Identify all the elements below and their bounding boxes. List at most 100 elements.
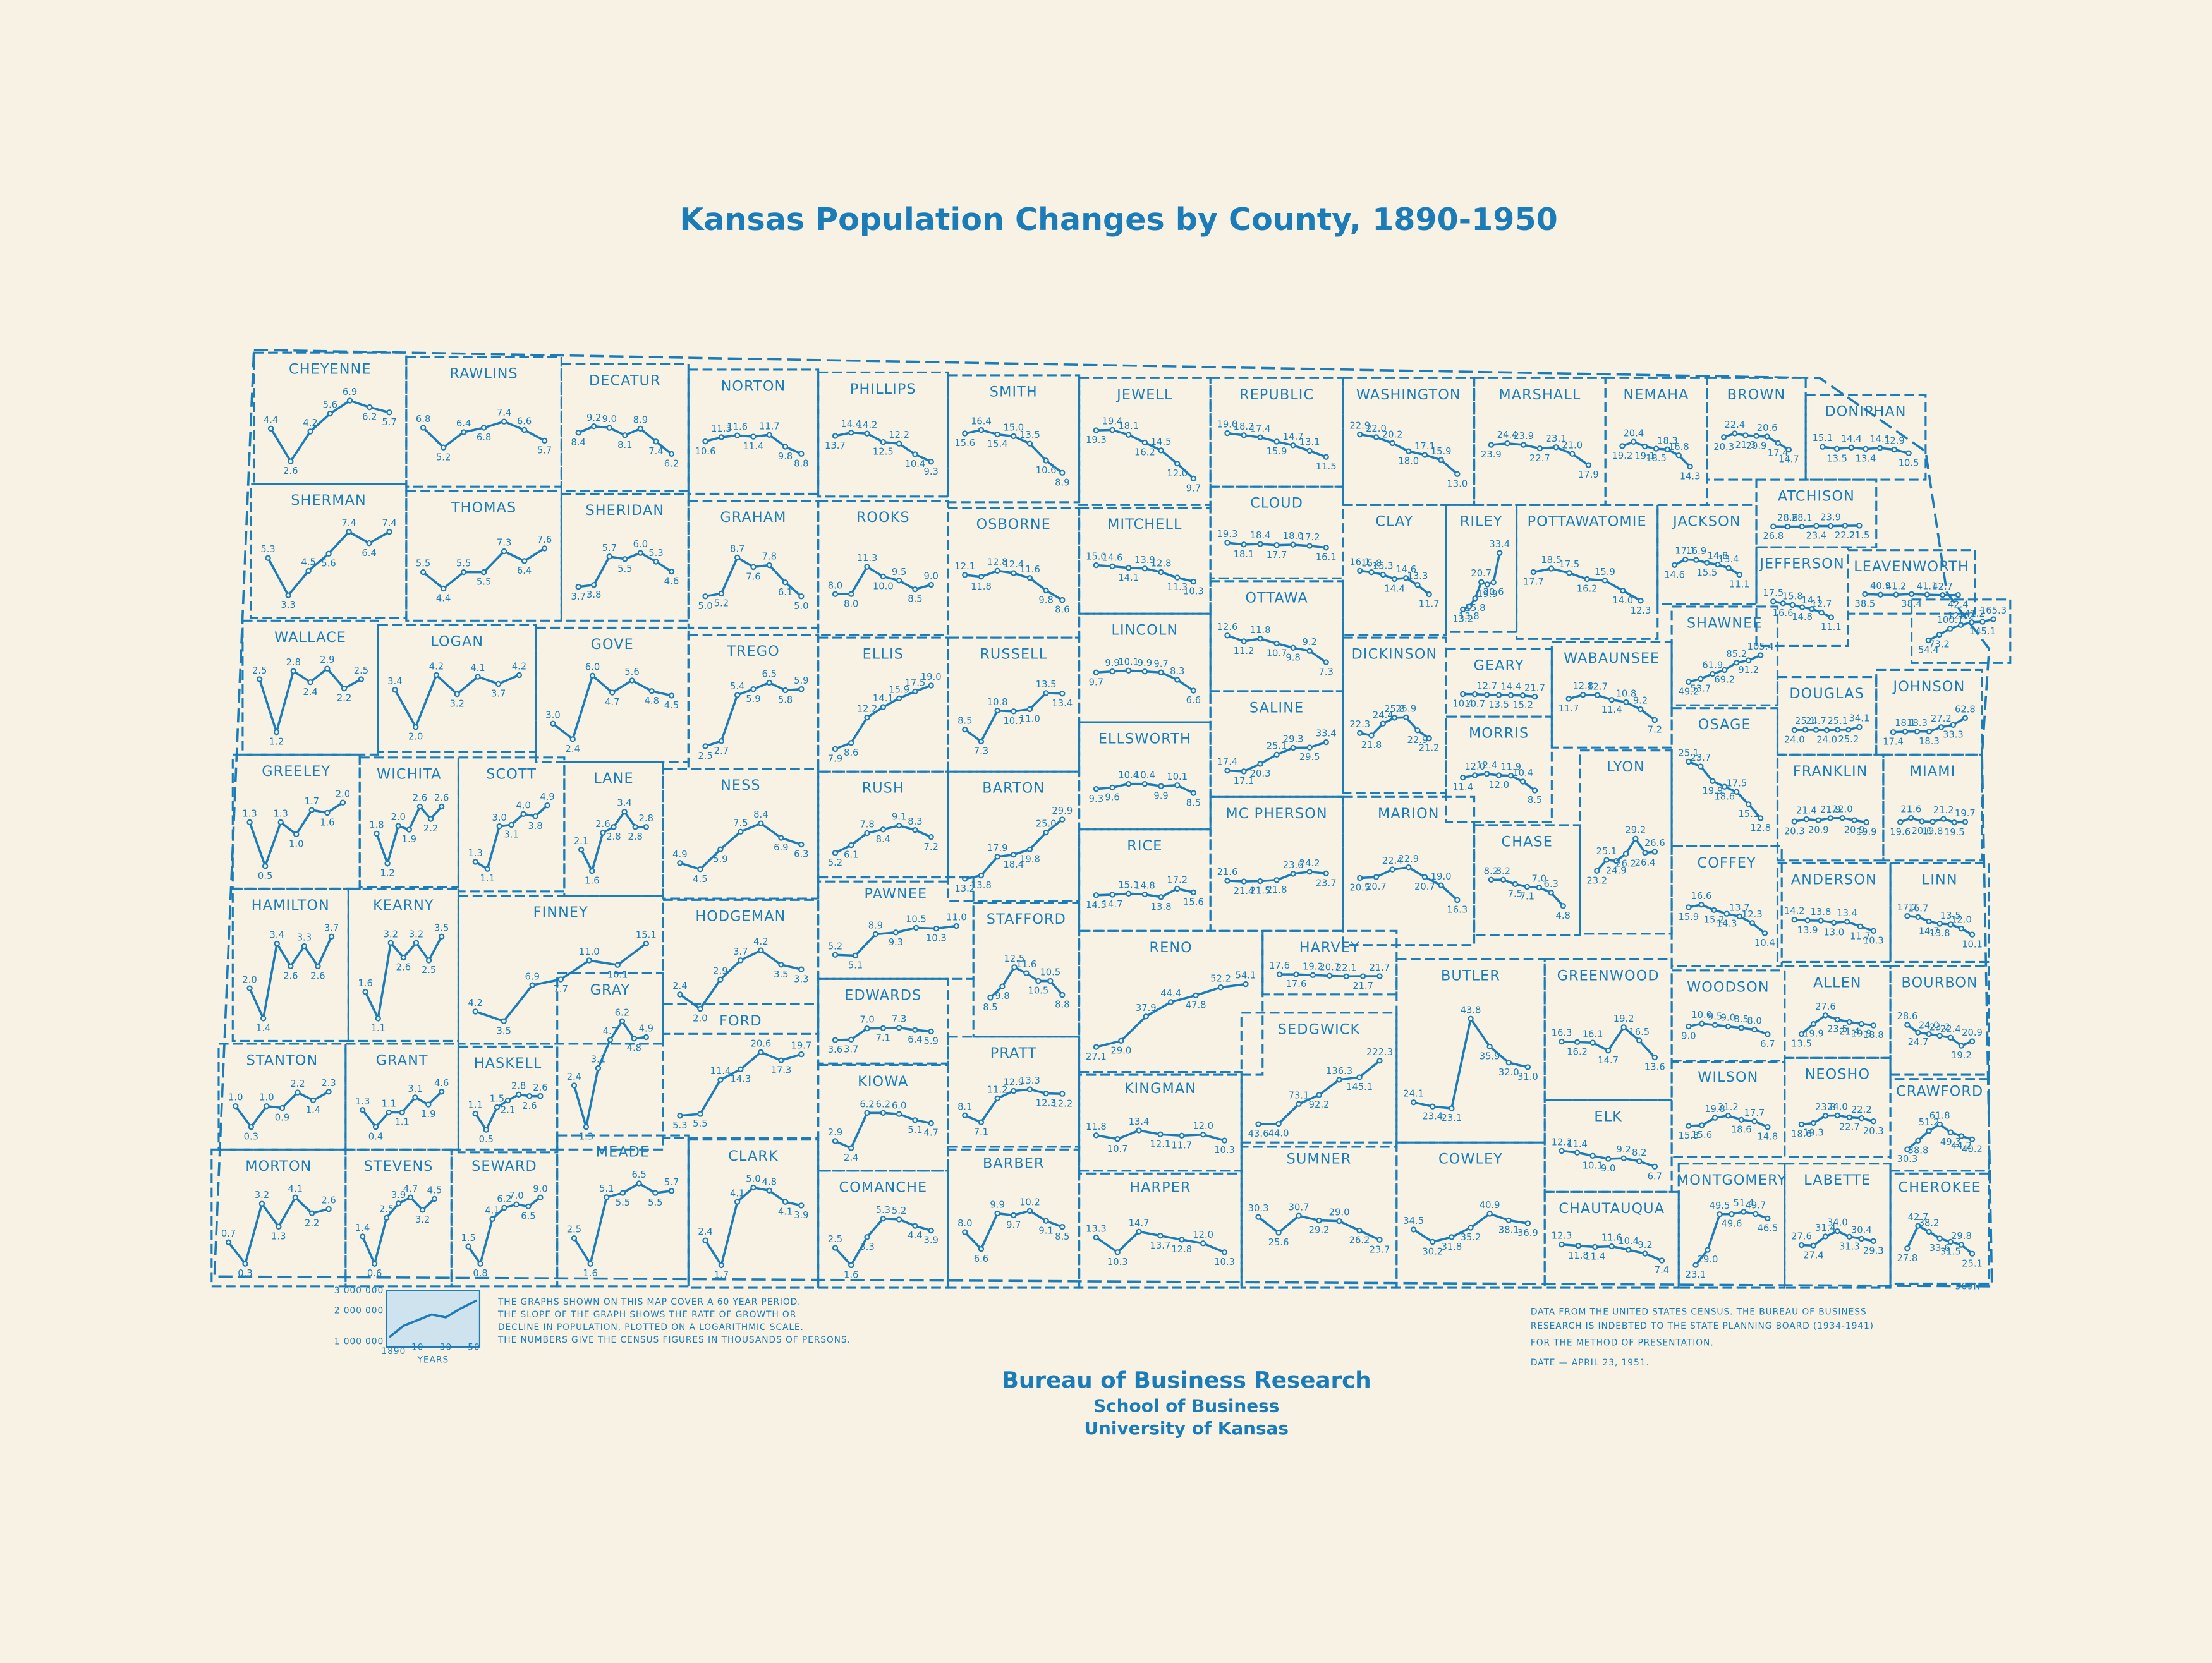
population-point [1531, 693, 1538, 700]
population-label: 8.5 [1528, 795, 1542, 806]
population-label: 4.5 [301, 557, 315, 568]
population-point [896, 578, 902, 584]
population-point [677, 860, 683, 866]
population-point [1828, 614, 1835, 620]
population-label: 3.1 [408, 1084, 422, 1094]
population-label: 5.2 [828, 857, 842, 868]
county-name: PHILLIPS [850, 381, 916, 397]
population-point [1813, 523, 1820, 529]
population-point [1608, 696, 1615, 703]
population-point [1059, 469, 1066, 476]
population-point [1190, 475, 1197, 481]
population-label: 7.2 [924, 842, 939, 852]
population-point [1043, 829, 1049, 836]
population-point [1359, 973, 1366, 979]
population-point [1915, 1223, 1921, 1229]
population-label: 20.3 [1863, 1126, 1884, 1137]
population-point [1023, 970, 1030, 976]
county-name: GOVE [591, 636, 634, 653]
population-label: 21.0 [1562, 440, 1583, 451]
population-label: 9.8 [778, 451, 793, 462]
population-label: 20.3 [1784, 826, 1805, 837]
population-label: 3.0 [492, 813, 506, 823]
population-point [1126, 565, 1132, 571]
population-point [1026, 440, 1033, 447]
population-label: 4.1 [730, 1188, 744, 1199]
population-label: 14.2 [1784, 906, 1805, 917]
population-label: 0.7 [221, 1228, 236, 1239]
population-point [1631, 438, 1637, 445]
population-point [532, 813, 538, 819]
population-label: 5.7 [602, 543, 617, 553]
population-label: 6.4 [908, 1034, 922, 1045]
population-point [1651, 1054, 1658, 1061]
population-label: 13.0 [1447, 478, 1468, 489]
population-label: 2.1 [574, 836, 588, 847]
population-label: 9.5 [1708, 1011, 1722, 1022]
population-point [1290, 871, 1296, 877]
population-point [1174, 782, 1181, 789]
population-point [257, 676, 263, 682]
population-point [1141, 780, 1148, 787]
population-label: 145.1 [1346, 1082, 1373, 1092]
population-label: 14.7 [1102, 899, 1123, 910]
population-label: 13.2 [1452, 614, 1473, 625]
population-point [1221, 1249, 1228, 1255]
population-point [928, 581, 934, 588]
county-name: POTTAWATOMIE [1528, 514, 1647, 530]
population-label: 15.3 [1373, 560, 1394, 571]
population-label: 15.5 [1697, 567, 1718, 578]
county-boundary [687, 1139, 820, 1289]
population-label: 13.1 [1299, 437, 1320, 447]
population-label: 14.6 [1664, 569, 1685, 580]
population-point [636, 1180, 642, 1187]
population-point [242, 1261, 248, 1267]
population-point [359, 1233, 366, 1240]
county-name: NESS [720, 777, 761, 794]
population-point [395, 1200, 402, 1207]
population-label: 3.4 [270, 930, 284, 941]
population-label: 24.9 [1606, 866, 1627, 876]
population-label: 8.4 [571, 437, 585, 448]
population-label: 13.7 [825, 440, 846, 451]
population-point [1839, 814, 1845, 821]
population-point [653, 438, 659, 445]
county-name: COFFEY [1698, 855, 1756, 871]
population-label: 12.0 [1193, 1121, 1213, 1132]
population-label: 11.6 [1601, 1233, 1622, 1243]
population-point [233, 1103, 239, 1110]
publisher-name: Bureau of Business Research [1002, 1368, 1371, 1394]
population-label: 5.9 [746, 694, 760, 705]
population-point [848, 740, 854, 746]
population-label: 1.1 [394, 1117, 409, 1128]
population-label: 11.6 [727, 421, 748, 432]
population-point [1224, 632, 1231, 639]
population-point [912, 1223, 918, 1229]
county-boundary [250, 483, 408, 619]
population-label: 2.2 [305, 1218, 319, 1228]
population-label: 7.3 [974, 746, 988, 757]
population-point [1958, 1043, 1965, 1049]
population-point [1504, 440, 1510, 447]
population-point [1565, 696, 1572, 702]
population-point [896, 440, 902, 447]
population-point [324, 809, 331, 816]
population-label: 24.2 [1299, 858, 1320, 869]
population-point [425, 1101, 432, 1108]
population-label: 1.2 [269, 737, 284, 747]
population-label: 0.6 [367, 1268, 382, 1279]
population-point [621, 808, 628, 815]
population-point [1356, 1074, 1363, 1080]
population-label: 22.4 [1382, 856, 1403, 866]
population-point [1243, 981, 1249, 988]
population-point [798, 1202, 805, 1209]
population-point [575, 430, 581, 436]
